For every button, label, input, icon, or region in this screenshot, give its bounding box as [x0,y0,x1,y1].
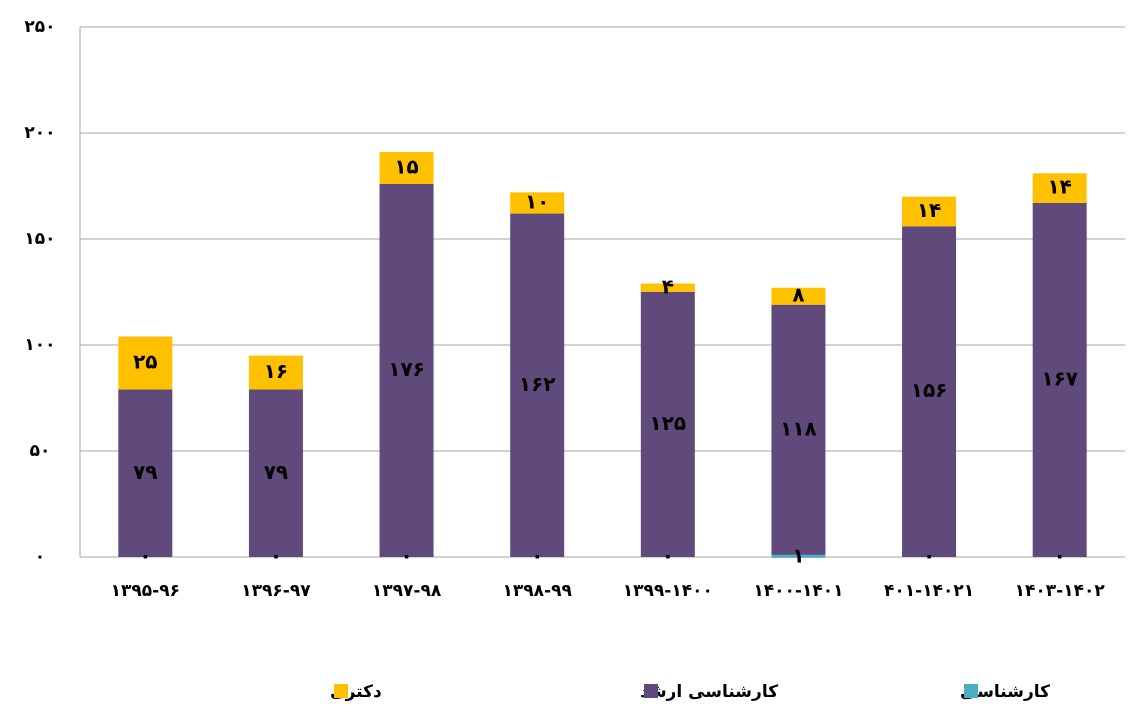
value-label: ۱۰ [525,189,549,213]
value-label: ۰ [531,544,543,568]
value-label: ۱ [792,544,804,568]
value-label: ۱۱۸ [780,416,817,440]
bar-segment [118,336,173,390]
legend-swatch [964,684,978,698]
value-label: ۰ [1054,544,1066,568]
bar-segment [640,292,695,557]
bar-segment [771,304,826,555]
bar-segment [902,196,957,227]
value-label: ۰ [139,544,151,568]
y-tick-label: ۰ [35,547,45,567]
y-tick-label: ۲۵۰ [24,17,55,37]
value-label: ۱۶۲ [519,372,556,396]
bar-segment [379,183,434,557]
x-tick-label: ۱۳۹۸-۹۹ [503,581,573,601]
bar-segment [510,213,565,557]
x-tick-label: ۱۳۹۷-۹۸ [372,581,442,601]
bar-segment [902,226,957,557]
bar-segment [771,554,826,558]
value-label: ۱۶۷ [1041,366,1078,390]
value-label: ۰ [923,544,935,568]
x-tick-label: ۱۳۹۹-۱۴۰۰ [623,581,713,601]
bar-segment [379,152,434,184]
bar-segment [640,283,695,292]
x-tick-label: ۱۳۹۶-۹۷ [241,581,311,601]
y-tick-label: ۱۵۰ [24,229,55,249]
value-label: ۱۷۶ [388,357,425,381]
value-label: ۷۹ [264,460,288,484]
value-label: ۷۹ [133,460,157,484]
bar-segment [248,355,303,390]
x-tick-label: ۱۴۰۳-۱۴۰۲ [1015,581,1106,601]
value-label: ۱۵۶ [911,378,948,402]
x-tick-label: ۱۴۰۰-۱۴۰۱ [753,581,843,601]
legend-swatch [334,684,348,698]
legend-label: کارشناسی ارشد [640,682,778,702]
value-label: ۱۶ [264,359,288,383]
bar-segment [771,287,826,305]
value-label: ۱۴ [917,198,941,222]
bar-segment [510,192,565,214]
value-label: ۰ [400,544,412,568]
bar-segment [1032,202,1087,557]
x-tick-label: ۴۰۱-۱۴۰۲۱ [884,581,974,601]
value-label: ۰ [270,544,282,568]
value-label: ۱۲۵ [650,411,687,435]
value-label: ۰ [662,544,674,568]
y-tick-label: ۱۰۰ [24,335,55,355]
value-label: ۱۵ [394,154,418,178]
x-tick-label: ۱۳۹۵-۹۶ [111,581,180,601]
bar-segment [118,389,173,557]
y-tick-label: ۲۰۰ [24,123,55,143]
value-label: ۴ [662,274,674,298]
y-tick-label: ۵۰ [30,441,51,461]
legend-label: کارشناسی [960,682,1050,702]
value-label: ۱۴ [1047,175,1071,199]
legend-swatch [644,684,658,698]
bar-segment [248,389,303,557]
value-label: ۲۵ [133,350,157,374]
value-label: ۸ [792,283,804,307]
bar-segment [1032,173,1087,203]
